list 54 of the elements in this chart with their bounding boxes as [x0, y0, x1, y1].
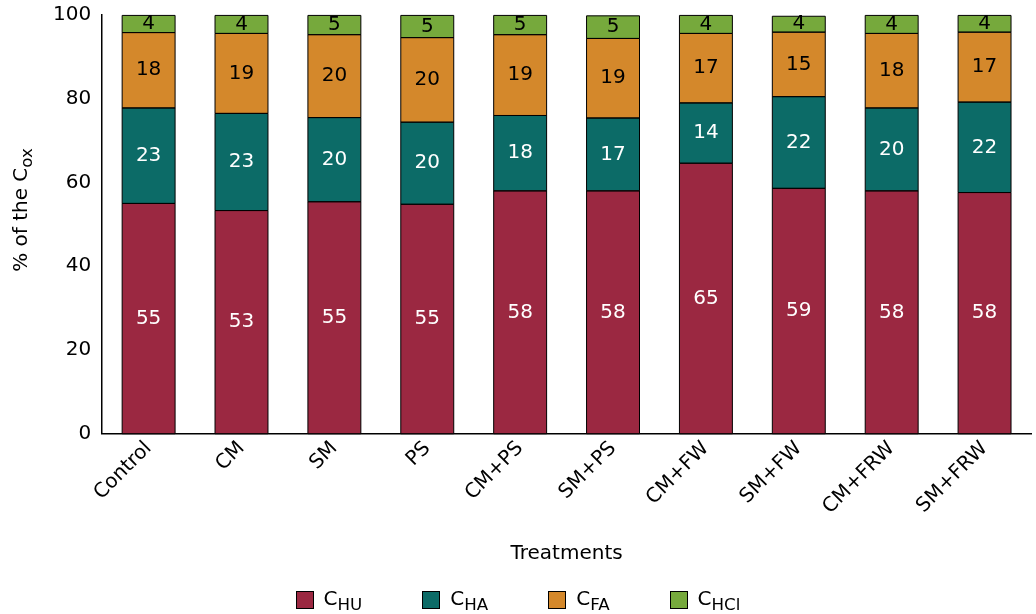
- y-tick-label: 0: [78, 419, 92, 444]
- data-label: 23: [135, 141, 162, 166]
- y-tick-label: 60: [65, 168, 92, 193]
- data-label: 5: [606, 13, 620, 38]
- y-tick-label: 40: [65, 252, 92, 277]
- data-label: 20: [878, 135, 905, 160]
- data-label: 17: [693, 54, 719, 79]
- y-tick-label: 80: [65, 84, 92, 109]
- data-label: 4: [235, 10, 248, 35]
- data-label: 20: [414, 66, 440, 91]
- data-label: 4: [885, 10, 899, 35]
- x-axis-title: Treatments: [509, 540, 623, 565]
- data-label: 65: [693, 284, 719, 309]
- data-label: 20: [321, 145, 348, 170]
- x-tick-label: SM: [303, 435, 342, 474]
- data-label: 19: [507, 61, 533, 86]
- legend-label: C$_{HCl}$: [697, 586, 741, 614]
- data-label: 14: [693, 119, 719, 144]
- x-tick-label: CM: [209, 435, 249, 475]
- legend-label: C$_{HU}$: [323, 586, 363, 614]
- data-label: 4: [978, 10, 991, 34]
- data-label: 5: [513, 11, 527, 36]
- data-label: 5: [328, 11, 341, 36]
- legend-label: C$_{HA}$: [450, 586, 489, 614]
- data-label: 17: [600, 140, 626, 165]
- data-label: 58: [507, 298, 533, 323]
- data-label: 58: [878, 298, 905, 323]
- data-label: 55: [414, 305, 440, 330]
- data-label: 53: [228, 308, 255, 333]
- data-label: 55: [321, 303, 348, 328]
- data-label: 22: [971, 133, 998, 158]
- data-label: 59: [786, 297, 812, 322]
- x-tick-label: PS: [400, 435, 435, 470]
- data-label: 5: [420, 12, 434, 37]
- y-tick-label: 20: [65, 336, 92, 361]
- data-label: 20: [321, 62, 348, 87]
- data-label: 58: [600, 298, 626, 323]
- data-label: 18: [507, 139, 533, 164]
- data-label: 15: [786, 50, 812, 75]
- data-label: 18: [878, 56, 905, 81]
- data-label: 23: [228, 148, 255, 173]
- data-label: 17: [971, 53, 998, 78]
- legend-label: C$_{FA}$: [576, 586, 610, 614]
- data-label: 20: [414, 149, 440, 174]
- data-label: 4: [142, 10, 155, 35]
- data-label: 19: [228, 59, 255, 84]
- data-label: 4: [699, 10, 713, 35]
- data-label: 55: [135, 304, 162, 329]
- data-label: 18: [135, 56, 162, 81]
- data-label: 58: [971, 299, 998, 324]
- y-tick-label: 100: [52, 1, 92, 26]
- data-label: 22: [786, 128, 812, 153]
- data-label: 4: [792, 10, 806, 35]
- data-label: 19: [600, 64, 626, 89]
